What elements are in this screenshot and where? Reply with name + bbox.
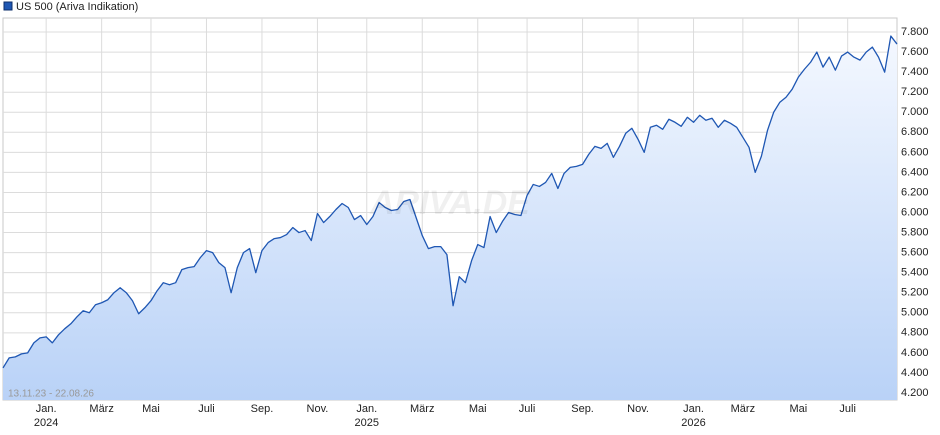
- y-tick-label: 7.200: [901, 86, 929, 98]
- x-tick-label: Juli: [198, 403, 215, 415]
- y-tick-label: 5.400: [901, 267, 929, 279]
- x-tick-label: März: [89, 403, 113, 415]
- x-tick-label: Mai: [789, 403, 807, 415]
- x-tick-label: Nov.: [627, 403, 649, 415]
- y-tick-label: 5.600: [901, 247, 929, 259]
- x-tick-label: Juli: [519, 403, 536, 415]
- x-tick-label: März: [410, 403, 434, 415]
- y-tick-label: 6.200: [901, 186, 929, 198]
- x-year-label: 2024: [34, 417, 58, 429]
- y-tick-label: 6.000: [901, 206, 929, 218]
- y-tick-label: 7.400: [901, 66, 929, 78]
- x-year-label: 2025: [355, 417, 379, 429]
- y-tick-label: 7.600: [901, 46, 929, 58]
- x-tick-label: Jan.: [36, 403, 57, 415]
- legend-label: US 500 (Ariva Indikation): [16, 1, 138, 13]
- y-tick-label: 7.800: [901, 26, 929, 38]
- y-tick-label: 6.400: [901, 166, 929, 178]
- y-tick-label: 5.800: [901, 226, 929, 238]
- y-tick-label: 4.600: [901, 347, 929, 359]
- x-tick-label: Sep.: [571, 403, 594, 415]
- x-tick-label: Juli: [839, 403, 856, 415]
- watermark: ARIVA.DE: [369, 184, 531, 222]
- y-tick-label: 4.400: [901, 367, 929, 379]
- x-tick-label: Jan.: [683, 403, 704, 415]
- axes: 4.200 4.400 4.600 4.800 5.000 5.200 5.400 5.600…: [34, 26, 929, 429]
- x-tick-label: Jan.: [356, 403, 377, 415]
- area: [3, 36, 897, 401]
- y-tick-label: 6.600: [901, 146, 929, 158]
- y-tick-label: 4.200: [901, 387, 929, 399]
- y-tick-label: 5.000: [901, 307, 929, 319]
- x-tick-label: Sep.: [251, 403, 274, 415]
- y-tick-label: 5.200: [901, 287, 929, 299]
- x-tick-label: Nov.: [307, 403, 329, 415]
- date-range: 13.11.23 - 22.08.26: [8, 389, 94, 400]
- x-tick-label: Mai: [469, 403, 487, 415]
- x-tick-label: Mai: [142, 403, 160, 415]
- x-tick-label: März: [731, 403, 755, 415]
- x-year-label: 2026: [681, 417, 705, 429]
- y-tick-label: 4.800: [901, 327, 929, 339]
- marks: [2, 35, 898, 401]
- y-tick-label: 6.800: [901, 126, 929, 138]
- line: [2, 35, 898, 369]
- legend-swatch: [3, 1, 13, 11]
- y-tick-label: 7.000: [901, 106, 929, 118]
